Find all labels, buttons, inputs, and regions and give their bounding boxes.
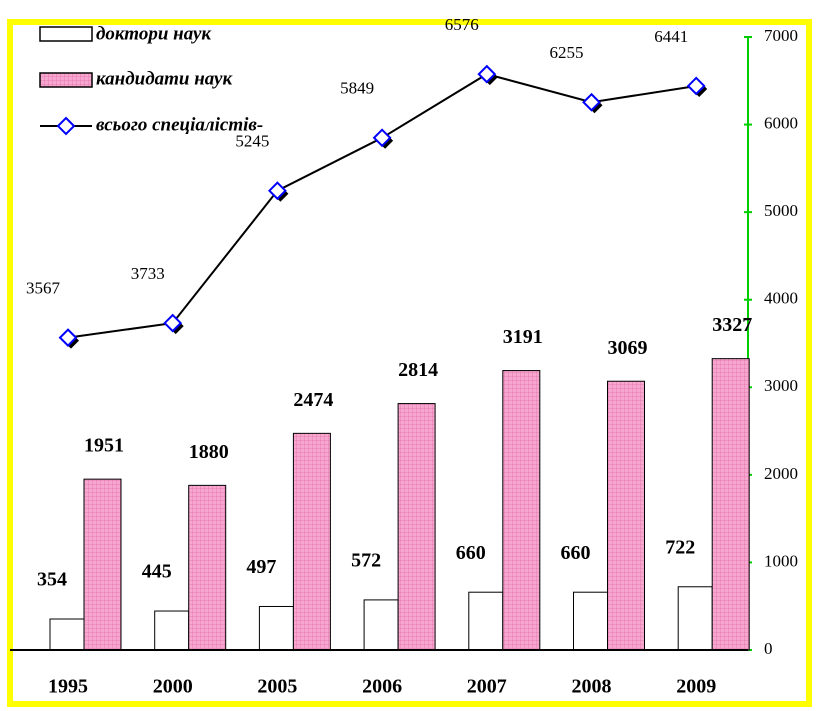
bar bbox=[49, 618, 85, 651]
data-label: 497 bbox=[246, 556, 276, 578]
y-tick-label: 3000 bbox=[764, 376, 798, 395]
data-label: 6441 bbox=[654, 27, 688, 46]
data-label: 3567 bbox=[26, 279, 61, 298]
frame bbox=[7, 19, 812, 707]
bar bbox=[573, 591, 608, 651]
bar bbox=[468, 591, 504, 651]
bar bbox=[154, 610, 190, 651]
data-label: 660 bbox=[561, 542, 591, 564]
x-tick-label: 2007 bbox=[467, 676, 507, 698]
data-label: 2474 bbox=[293, 389, 333, 411]
bar bbox=[397, 403, 436, 651]
bar bbox=[711, 358, 750, 651]
data-label: 3191 bbox=[503, 326, 543, 348]
x-tick-label: 2006 bbox=[362, 676, 402, 698]
bar bbox=[292, 432, 331, 651]
y-tick-label: 0 bbox=[764, 639, 773, 658]
y-tick-label: 4000 bbox=[764, 289, 798, 308]
x-tick-label: 2000 bbox=[153, 676, 193, 698]
bar bbox=[83, 478, 122, 651]
data-label: 5849 bbox=[340, 79, 374, 98]
data-label: 722 bbox=[665, 536, 695, 558]
bar bbox=[188, 484, 227, 651]
bar bbox=[363, 599, 399, 651]
data-label: 572 bbox=[351, 550, 381, 572]
data-label: 5245 bbox=[235, 132, 269, 151]
y-tick-label: 7000 bbox=[764, 26, 798, 45]
data-label: 6255 bbox=[550, 43, 584, 62]
bar bbox=[502, 370, 541, 651]
marker bbox=[477, 64, 497, 84]
data-label: 445 bbox=[142, 561, 172, 583]
marker bbox=[372, 128, 392, 148]
x-tick-label: 1995 bbox=[48, 676, 88, 698]
data-label: 3069 bbox=[608, 337, 648, 359]
marker bbox=[686, 76, 706, 96]
legend-swatch bbox=[39, 72, 93, 88]
x-tick-label: 2008 bbox=[572, 676, 612, 698]
legend-label: доктори наук bbox=[96, 23, 212, 44]
y-tick-label: 6000 bbox=[764, 113, 798, 132]
marker bbox=[267, 181, 287, 201]
y-tick-label: 2000 bbox=[764, 464, 798, 483]
bar bbox=[677, 586, 713, 651]
data-label: 1880 bbox=[189, 441, 229, 463]
x-tick-label: 2005 bbox=[257, 676, 297, 698]
legend-label: кандидати наук bbox=[96, 68, 233, 89]
data-label: 1951 bbox=[84, 435, 124, 457]
legend-label: всього спеціалістів- bbox=[96, 114, 263, 135]
data-label: 2814 bbox=[398, 359, 438, 381]
marker bbox=[58, 328, 78, 348]
marker bbox=[582, 92, 601, 112]
y-tick-label: 1000 bbox=[764, 551, 798, 570]
data-label: 354 bbox=[37, 569, 67, 591]
x-tick-label: 2009 bbox=[676, 676, 716, 698]
data-label: 660 bbox=[456, 542, 486, 564]
bar bbox=[258, 605, 294, 651]
data-label: 6576 bbox=[445, 15, 479, 34]
legend-marker bbox=[56, 116, 76, 136]
data-label: 3327 bbox=[712, 314, 752, 336]
data-label: 3733 bbox=[131, 264, 165, 283]
bar bbox=[607, 380, 645, 651]
marker bbox=[163, 313, 183, 333]
y-tick-label: 5000 bbox=[764, 201, 798, 220]
legend-swatch bbox=[39, 26, 93, 42]
